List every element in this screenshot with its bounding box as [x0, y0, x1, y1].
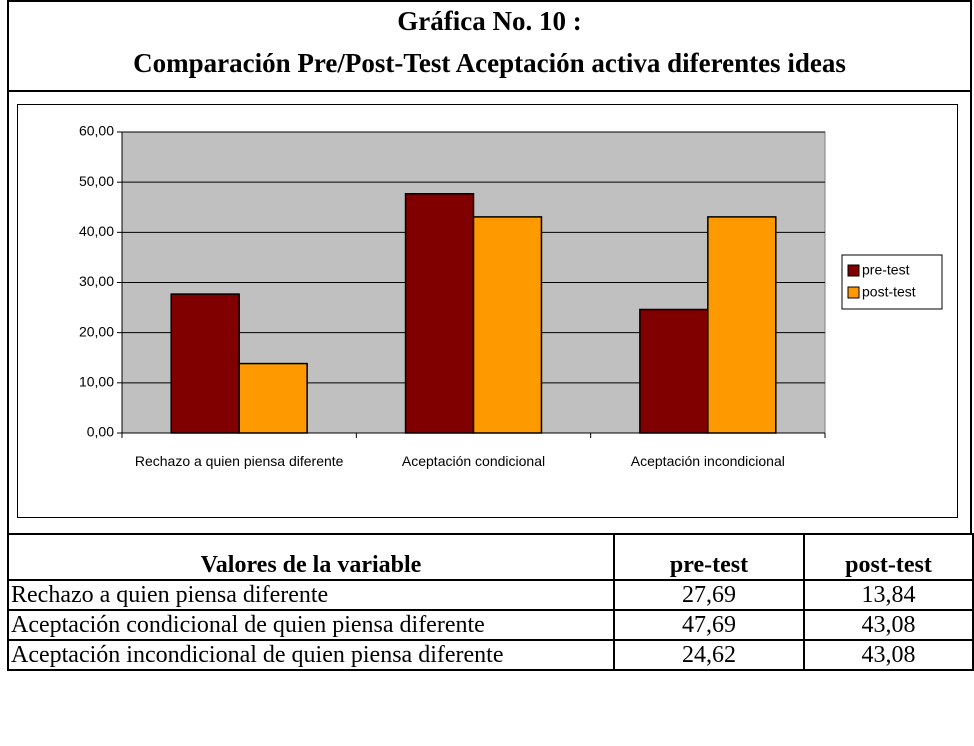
cell: 24,62 — [613, 639, 805, 671]
table-header: Valores de la variable pre-test post-tes… — [7, 533, 974, 581]
chart: 0,00 10,00 20,00 30,00 40,00 50,00 60,00 pre-te… — [79, 123, 943, 440]
y-tick-label: 50,00 — [79, 173, 114, 189]
bar — [238, 362, 308, 434]
cell: Rechazo a quien piensa diferente — [7, 579, 615, 611]
separator — [7, 90, 972, 92]
y-tick-label: 30,00 — [79, 273, 114, 289]
cell: 43,08 — [803, 609, 974, 641]
table-row: Aceptación incondicional de quien piensa… — [7, 639, 974, 671]
y-tick-label: 0,00 — [87, 424, 114, 440]
bar — [170, 293, 240, 434]
table-row: Rechazo a quien piensa diferente 27,69 1… — [7, 579, 974, 611]
bar — [639, 308, 709, 434]
bar — [707, 216, 777, 434]
y-tick-label: 40,00 — [79, 223, 114, 239]
y-tick-label: 20,00 — [79, 323, 114, 339]
legend-label: post-test — [862, 284, 916, 300]
data-table: Valores de la variable pre-test post-tes… — [7, 533, 974, 671]
bar — [472, 216, 543, 434]
header-cell: post-test — [803, 533, 974, 581]
legend-label: pre-test — [862, 262, 910, 278]
x-tick-label: Aceptación incondicional — [630, 453, 785, 469]
y-tick-label: 60,00 — [79, 123, 114, 139]
header-cell: pre-test — [613, 533, 805, 581]
table-row: Aceptación condicional de quien piensa d… — [7, 609, 974, 641]
legend-swatch — [847, 264, 860, 277]
header-cell: Valores de la variable — [7, 533, 615, 581]
legend-swatch — [847, 286, 860, 299]
title: Gráfica No. 10 : — [397, 6, 582, 36]
x-tick-label: Rechazo a quien piensa diferente — [134, 453, 344, 469]
cell: 47,69 — [613, 609, 805, 641]
legend-box — [841, 254, 943, 310]
chart-box — [17, 104, 958, 518]
cell: Aceptación condicional de quien piensa d… — [7, 609, 615, 641]
cell: 27,69 — [613, 579, 805, 611]
cell: 13,84 — [803, 579, 974, 611]
bar — [404, 193, 475, 434]
frame — [7, 0, 972, 533]
cell: Aceptación incondicional de quien piensa… — [7, 639, 615, 671]
y-tick-label: 10,00 — [79, 374, 114, 390]
x-tick-label: Aceptación condicional — [401, 453, 546, 469]
cell: 43,08 — [803, 639, 974, 671]
subtitle: Comparación Pre/Post-Test Aceptación act… — [133, 48, 846, 78]
